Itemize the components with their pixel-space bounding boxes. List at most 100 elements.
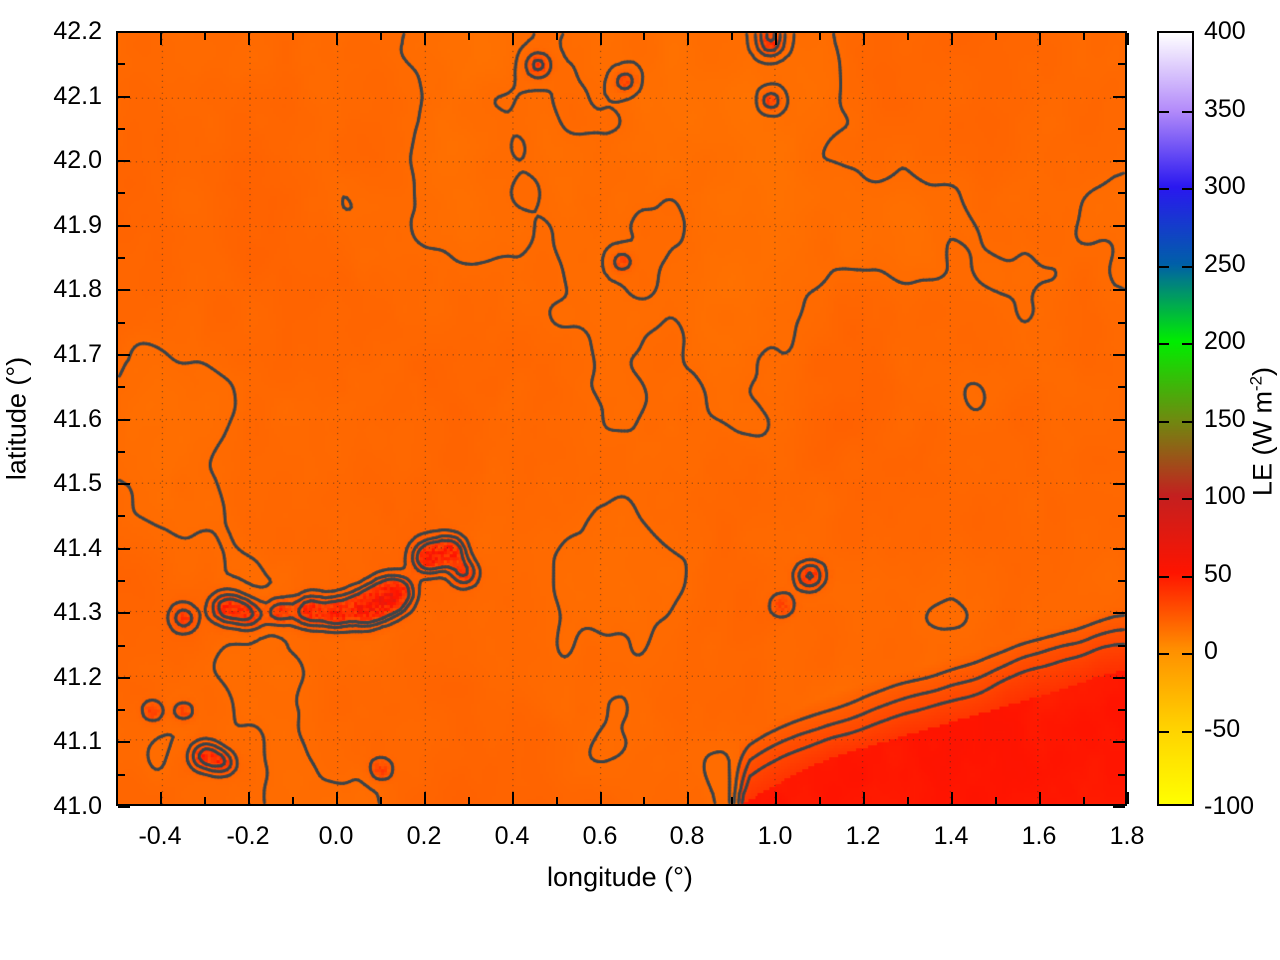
y-major-tick (1113, 677, 1125, 679)
y-minor-tick (1118, 580, 1125, 582)
x-major-tick (512, 33, 514, 45)
x-tick-label: 0.0 (318, 822, 354, 850)
x-major-tick (951, 792, 953, 804)
y-minor-tick (1118, 774, 1125, 776)
colorbar-tick-label: 250 (1204, 250, 1246, 278)
x-minor-tick (204, 33, 206, 40)
y-minor-tick (1118, 515, 1125, 517)
y-major-tick (1113, 741, 1125, 743)
x-tick-label: 0.6 (582, 822, 618, 850)
x-minor-tick (643, 33, 645, 40)
y-tick-label: 41.6 (53, 405, 102, 433)
x-minor-tick (907, 797, 909, 804)
y-major-tick (1113, 160, 1125, 162)
x-minor-tick (468, 797, 470, 804)
y-major-tick (1113, 225, 1125, 227)
x-major-tick (775, 33, 777, 45)
y-minor-tick (118, 386, 125, 388)
x-minor-tick (556, 33, 558, 40)
x-tick-label: -0.4 (138, 822, 182, 850)
y-minor-tick (1118, 451, 1125, 453)
y-minor-tick (1118, 192, 1125, 194)
x-minor-tick (204, 797, 206, 804)
colorbar-tick (1182, 653, 1192, 655)
y-major-tick (1113, 548, 1125, 550)
x-tick-label: 1.8 (1109, 822, 1145, 850)
x-minor-tick (643, 797, 645, 804)
y-tick-label: 41.0 (53, 792, 102, 820)
map-plot-area (116, 31, 1127, 806)
x-axis-title: longitude (°) (547, 862, 693, 892)
x-minor-tick (292, 33, 294, 40)
x-tick-label: 1.6 (1021, 822, 1057, 850)
x-major-tick (336, 792, 338, 804)
x-tick-label: 1.2 (845, 822, 881, 850)
colorbar-tick-label: 150 (1204, 405, 1246, 433)
y-major-tick (1113, 483, 1125, 485)
colorbar-tick (1159, 498, 1169, 500)
y-minor-tick (118, 128, 125, 130)
x-minor-tick (731, 797, 733, 804)
x-major-tick (775, 792, 777, 804)
y-minor-tick (1118, 63, 1125, 65)
x-major-tick (160, 792, 162, 804)
x-major-tick (1127, 792, 1129, 804)
colorbar-tick (1159, 576, 1169, 578)
y-major-tick (118, 419, 130, 421)
x-minor-tick (380, 33, 382, 40)
x-major-tick (687, 33, 689, 45)
y-major-tick (118, 806, 130, 808)
y-major-tick (118, 225, 130, 227)
x-tick-label: 0.2 (406, 822, 442, 850)
colorbar-tick (1159, 111, 1169, 113)
contour-lines (118, 33, 1125, 804)
y-minor-tick (1118, 709, 1125, 711)
y-minor-tick (1118, 128, 1125, 130)
colorbar-tick (1182, 576, 1192, 578)
colorbar-tick-label: -50 (1204, 715, 1241, 743)
y-major-tick (1113, 96, 1125, 98)
colorbar (1157, 31, 1194, 806)
x-major-tick (1039, 792, 1041, 804)
y-minor-tick (118, 580, 125, 582)
x-major-tick (600, 792, 602, 804)
x-major-tick (863, 792, 865, 804)
x-major-tick (1127, 33, 1129, 45)
colorbar-tick (1159, 421, 1169, 423)
x-minor-tick (819, 797, 821, 804)
y-tick-label: 41.9 (53, 211, 102, 239)
x-major-tick (248, 792, 250, 804)
y-minor-tick (118, 645, 125, 647)
y-minor-tick (1118, 386, 1125, 388)
x-minor-tick (995, 33, 997, 40)
y-major-tick (118, 160, 130, 162)
colorbar-tick-label: 300 (1204, 172, 1246, 200)
y-minor-tick (118, 515, 125, 517)
x-minor-tick (1083, 33, 1085, 40)
colorbar-tick (1159, 731, 1169, 733)
y-tick-label: 41.5 (53, 469, 102, 497)
x-minor-tick (556, 797, 558, 804)
x-major-tick (248, 33, 250, 45)
y-major-tick (1113, 806, 1125, 808)
y-tick-label: 41.2 (53, 663, 102, 691)
colorbar-tick (1182, 343, 1192, 345)
x-major-tick (863, 33, 865, 45)
colorbar-title-text: LE (W m (1247, 391, 1278, 497)
x-minor-tick (731, 33, 733, 40)
x-major-tick (512, 792, 514, 804)
y-major-tick (118, 31, 130, 33)
x-minor-tick (380, 797, 382, 804)
y-tick-label: 41.1 (53, 727, 102, 755)
y-minor-tick (118, 63, 125, 65)
colorbar-tick (1159, 188, 1169, 190)
colorbar-tick (1182, 421, 1192, 423)
y-major-tick (118, 354, 130, 356)
x-major-tick (1039, 33, 1041, 45)
colorbar-tick-label: 400 (1204, 17, 1246, 45)
colorbar-tick-label: -100 (1204, 792, 1255, 820)
x-minor-tick (819, 33, 821, 40)
x-minor-tick (995, 797, 997, 804)
colorbar-title-tail: ) (1247, 366, 1278, 376)
